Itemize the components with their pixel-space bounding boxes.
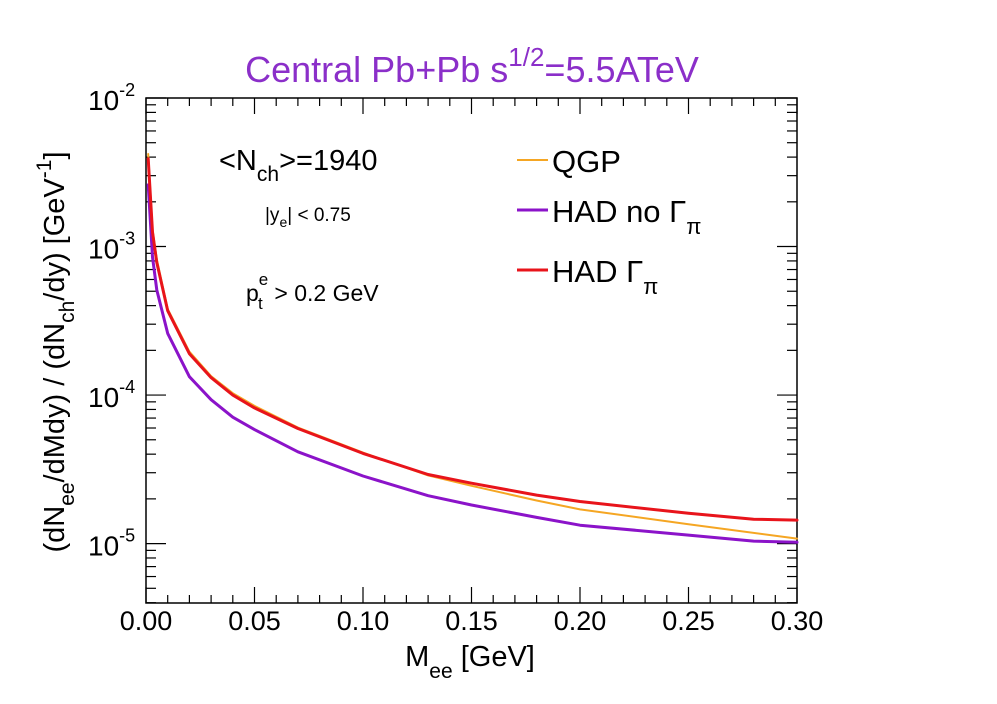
y-tick-label-base: 10 (88, 382, 119, 413)
x-tick-label: 0.15 (445, 606, 498, 636)
y-tick-labels: 10-210-310-410-5 (88, 80, 135, 562)
y-axis-label-p1: (dN (39, 506, 71, 553)
y-tick-label-exp: -5 (119, 526, 135, 546)
y-tick-label: 10-4 (88, 377, 135, 413)
y-axis-label: (dNee/dMdy) / (dNch/dy) [GeV-1] (33, 151, 79, 552)
y-tick-label: 10-3 (88, 229, 135, 265)
legend-had-gamma-label: HAD Γπ (552, 254, 658, 299)
y-tick-label-exp: -2 (119, 80, 135, 100)
x-axis-label: Mee [GeV] (405, 641, 535, 683)
x-tick-label: 0.30 (771, 606, 824, 636)
x-tick-label: 0.20 (554, 606, 607, 636)
y-tick-label-base: 10 (88, 85, 119, 116)
annotation-ye-sub: e (279, 214, 287, 230)
chart-title-main: Central Pb+Pb s (245, 49, 508, 90)
y-tick-label-exp: -3 (119, 229, 135, 249)
x-axis-label-main: M (405, 641, 429, 673)
y-tick-label-exp: -4 (119, 377, 135, 397)
annotation-pt-sub: t (258, 294, 263, 313)
x-tick-label: 0.05 (228, 606, 281, 636)
annotation-pt-p2: > 0.2 GeV (268, 280, 379, 306)
chart-title: Central Pb+Pb s1/2=5.5ATeV (245, 42, 699, 90)
y-axis-label-p3: /dy) [GeV (39, 178, 71, 301)
x-tick-label: 0.00 (120, 606, 173, 636)
legend-qgp-main: QGP (552, 144, 621, 179)
annotation-ye-p2: | < 0.75 (287, 205, 351, 226)
legend-had-gamma-sub: π (643, 274, 658, 299)
annotation-pt: pe t > 0.2 GeV (246, 270, 379, 313)
y-axis-label-sup: -1 (33, 160, 56, 179)
series-line-1 (146, 183, 799, 544)
annotation-nch: <Nch>=1940 (219, 145, 377, 186)
y-axis-ticks (146, 97, 797, 604)
y-tick-label: 10-2 (88, 80, 135, 116)
y-tick-label: 10-5 (88, 526, 135, 562)
y-tick-label-base: 10 (88, 234, 119, 265)
y-tick-label-base: 10 (88, 531, 119, 562)
x-tick-label: 0.10 (337, 606, 390, 636)
legend-had-gamma-main: HAD Γ (552, 254, 643, 289)
annotation-nch-p2: >=1940 (279, 145, 377, 177)
x-axis-label-sub: ee (429, 660, 452, 683)
legend-had-no-gamma-main: HAD no Γ (552, 194, 686, 229)
x-axis-ticks (145, 98, 798, 603)
legend-qgp-label: QGP (552, 144, 621, 179)
y-axis-label-p4: ] (39, 151, 71, 159)
series-group (146, 153, 799, 544)
chart-title-tail: =5.5ATeV (544, 49, 698, 90)
annotation-ye-p1: |y (265, 205, 280, 226)
annotation-nch-p1: <N (219, 145, 257, 177)
legend-had-no-gamma-sub: π (686, 214, 701, 239)
annotation-pt-sup: e (259, 270, 268, 289)
x-axis-label-tail: [GeV] (453, 641, 535, 673)
series-line-0 (147, 153, 798, 540)
y-axis-label-s2: ch (56, 301, 79, 323)
y-axis-label-s1: ee (56, 482, 79, 505)
annotation-pt-p1: p (246, 280, 259, 306)
legend: QGP HAD no Γπ HAD Γπ (517, 144, 701, 299)
legend-had-no-gamma-label: HAD no Γπ (552, 194, 701, 239)
series-line-2 (146, 157, 799, 522)
x-tick-labels: 0.00 0.05 0.10 0.15 0.20 0.25 0.30 (120, 606, 824, 636)
chart-title-sup: 1/2 (508, 42, 544, 72)
annotation-nch-sub: ch (257, 163, 279, 186)
y-axis-label-p2: /dMdy) / (dN (39, 323, 71, 483)
x-tick-label: 0.25 (662, 606, 715, 636)
annotation-ye: |ye| < 0.75 (265, 205, 351, 230)
